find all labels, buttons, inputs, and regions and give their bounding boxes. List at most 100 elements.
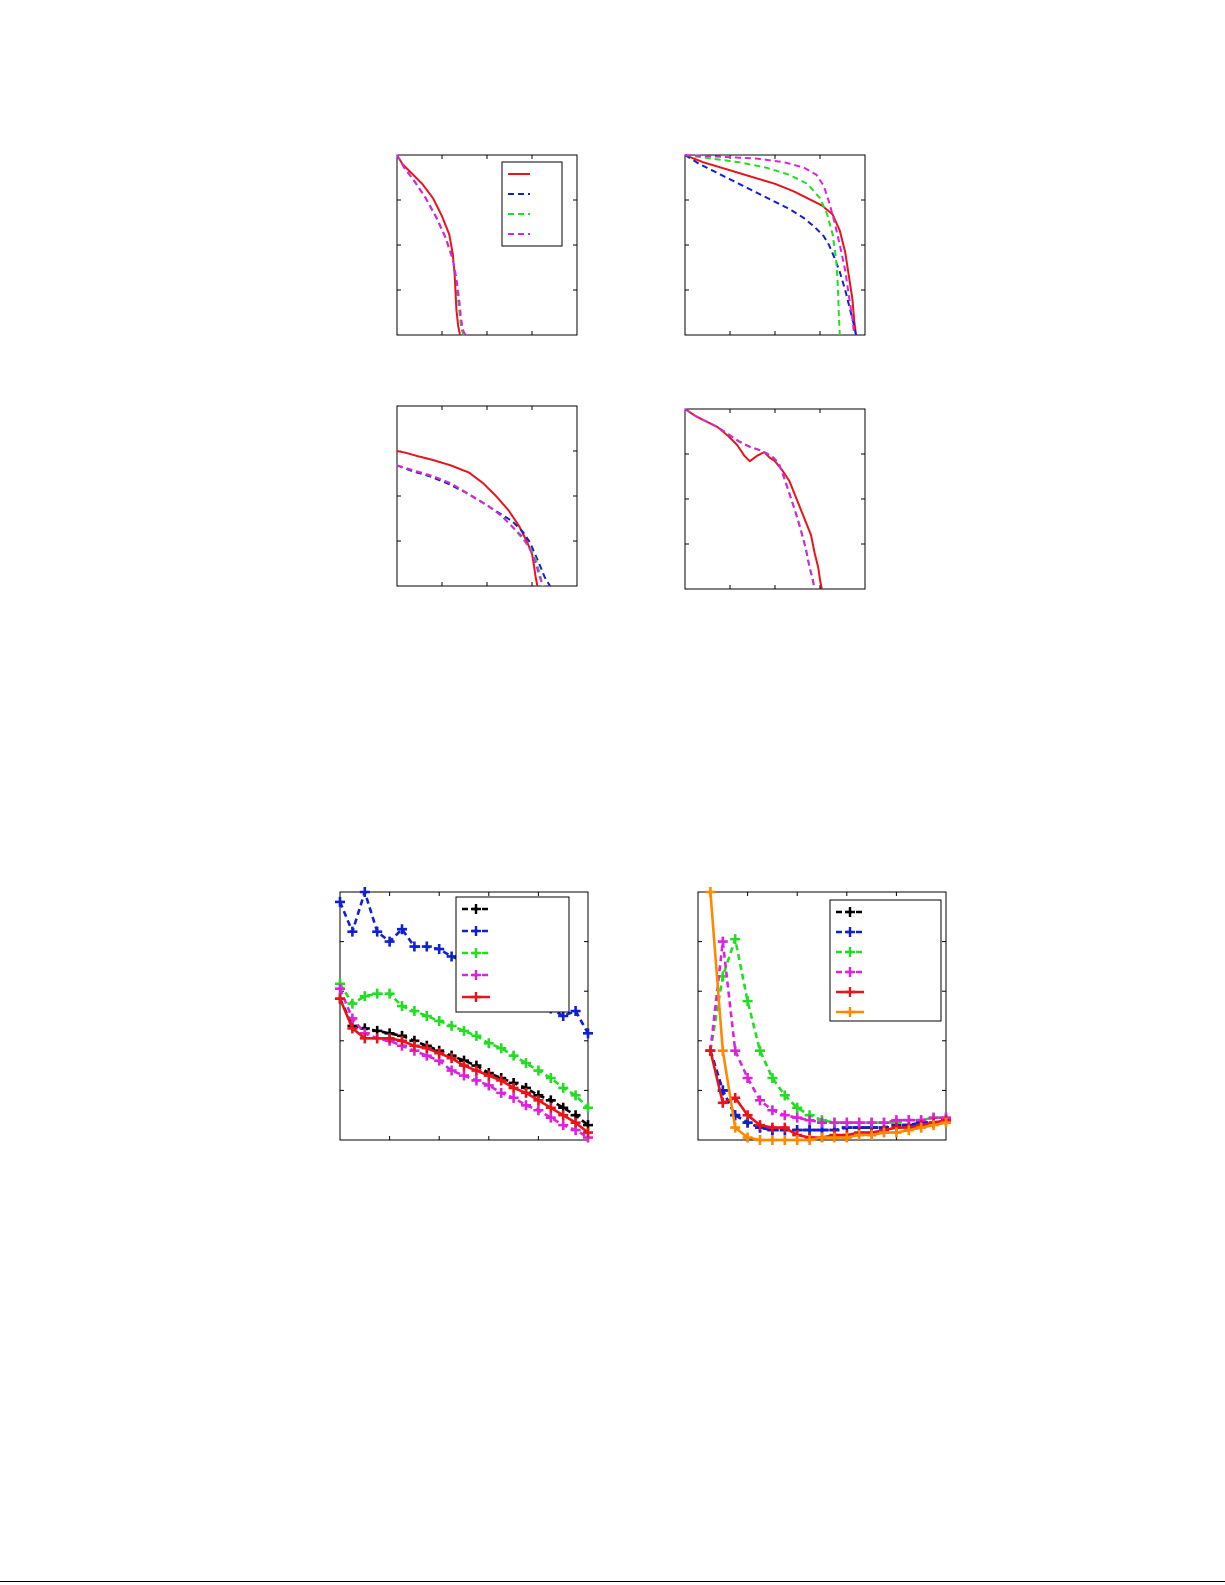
chart-panel-2 [684,154,866,336]
series-2 [684,408,816,590]
data-point-marker [471,1075,482,1086]
series-line [684,154,856,336]
data-point-marker [409,1006,420,1017]
data-point-marker [705,887,716,897]
data-point-marker [421,941,432,952]
data-point-marker [767,1073,778,1083]
series-line [684,154,841,336]
chart-panel-1 [396,154,578,336]
legend-box [455,896,570,1013]
series-4 [684,408,816,590]
axes-frame [684,154,866,336]
axes-frame [684,408,866,590]
data-point-marker [767,1105,778,1116]
data-point-marker [583,1102,593,1113]
data-point-marker [755,1135,765,1145]
data-point-marker [779,1135,790,1145]
chart-panel-3 [396,405,578,587]
data-point-marker [496,1075,507,1086]
series-line [684,154,857,336]
legend [455,896,570,1013]
series-line [396,450,539,587]
data-point-marker [545,1073,556,1083]
series-3 [396,464,544,587]
data-point-marker [409,1040,420,1051]
data-point-marker [903,1125,914,1136]
series-2 [396,154,465,336]
series-line [396,154,465,336]
data-point-marker [372,1033,383,1044]
chart-panel-4 [684,408,866,590]
series-line [396,154,461,336]
data-point-marker [471,904,481,914]
data-point-marker [421,1011,432,1021]
series-1 [684,408,823,590]
series-line [396,154,467,336]
data-point-marker [347,926,358,937]
legend-box [829,899,942,1022]
series-line [396,464,544,587]
data-point-marker [471,970,481,980]
series-line [396,464,544,587]
data-point-marker [397,1035,407,1046]
data-point-marker [558,1120,569,1131]
axes-frame [396,405,578,587]
data-point-marker [755,1120,765,1131]
series-line [684,408,816,590]
data-point-marker [792,1112,803,1123]
data-point-marker [508,1050,519,1061]
data-point-marker [583,1028,593,1039]
data-point-marker [409,941,420,952]
data-point-marker [558,1082,569,1093]
data-point-marker [446,951,457,962]
data-point-marker [928,1120,939,1131]
data-point-marker [446,1020,457,1031]
data-point-marker [508,1092,519,1103]
data-point-marker [471,926,481,936]
data-point-marker [742,996,753,1007]
data-point-marker [471,948,481,958]
data-point-marker [583,1127,593,1138]
data-point-marker [335,993,345,1004]
data-point-marker [384,936,395,947]
data-point-marker [446,1065,457,1076]
data-point-marker [829,1132,840,1143]
data-point-marker [421,1043,432,1054]
data-point-marker [471,1030,482,1041]
data-point-marker [397,1001,407,1012]
series-1 [396,154,461,336]
data-point-marker [841,1117,852,1128]
data-point-marker [866,1130,877,1141]
data-point-marker [730,1045,741,1056]
data-point-marker [570,1117,581,1128]
data-point-marker [483,1038,494,1049]
series-2 [396,464,551,587]
data-point-marker [508,1082,519,1093]
data-point-marker [845,987,855,997]
data-point-marker [459,1025,469,1036]
data-point-marker [434,1015,445,1026]
data-point-marker [792,1102,803,1113]
data-point-marker [459,1060,469,1071]
series-4 [684,154,856,336]
data-point-marker [767,1135,778,1145]
data-point-marker [545,1102,556,1113]
data-point-marker [779,1122,790,1133]
series-line [709,940,946,1124]
data-point-marker [397,924,407,935]
series-2 [684,154,857,336]
series-1 [684,154,857,336]
data-point-marker [792,1135,803,1145]
data-point-marker [496,1043,507,1054]
data-point-marker [755,1045,765,1056]
data-point-marker [767,1122,778,1133]
data-point-marker [471,1065,482,1076]
data-point-marker [841,1132,852,1143]
data-point-marker [335,983,345,994]
data-point-marker [347,1023,358,1034]
data-point-marker [817,1117,827,1128]
series-3 [684,154,841,336]
data-point-marker [335,896,345,907]
data-point-marker [891,1127,902,1138]
